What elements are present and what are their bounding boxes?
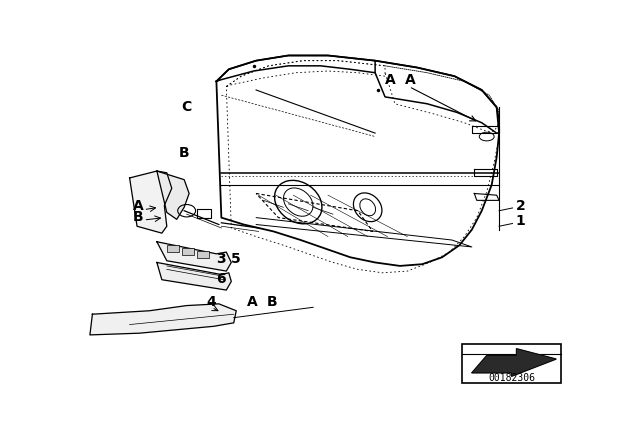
- Polygon shape: [157, 263, 231, 290]
- Bar: [196, 251, 209, 258]
- Polygon shape: [157, 242, 231, 271]
- Text: 3: 3: [216, 253, 226, 267]
- Polygon shape: [129, 171, 172, 233]
- Text: A: A: [247, 295, 258, 309]
- Text: 5: 5: [232, 253, 241, 267]
- Text: A: A: [385, 73, 396, 87]
- Text: 2: 2: [515, 198, 525, 213]
- Text: B: B: [133, 210, 143, 224]
- Text: B: B: [179, 146, 189, 160]
- Polygon shape: [90, 304, 236, 335]
- Text: B: B: [267, 295, 278, 309]
- Polygon shape: [472, 349, 556, 376]
- Text: 00182306: 00182306: [488, 373, 535, 383]
- Bar: [167, 245, 179, 252]
- Bar: [182, 248, 194, 255]
- Text: 6: 6: [216, 272, 226, 286]
- Text: C: C: [182, 99, 192, 114]
- Text: A: A: [132, 198, 143, 213]
- Text: 1: 1: [515, 214, 525, 228]
- Text: A: A: [404, 73, 415, 87]
- Polygon shape: [157, 171, 189, 220]
- Text: 4: 4: [207, 295, 216, 309]
